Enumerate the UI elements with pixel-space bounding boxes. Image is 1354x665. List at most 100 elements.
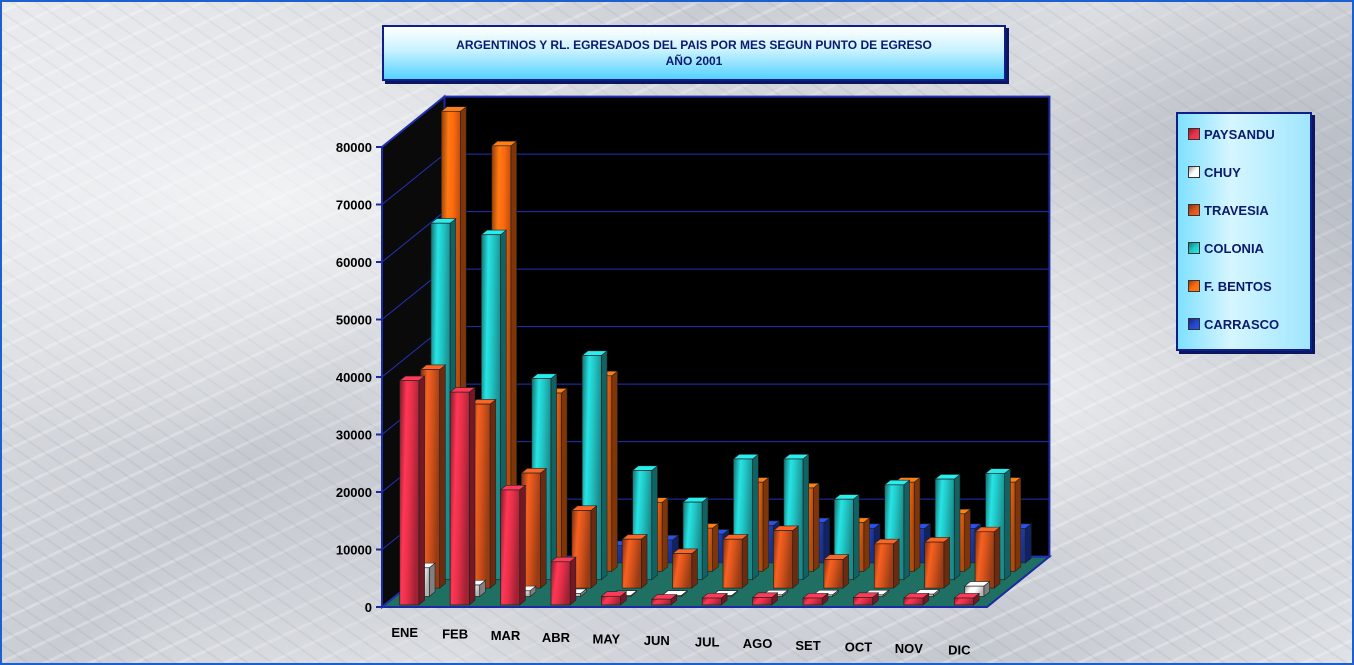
x-tick-label: MAY bbox=[593, 631, 621, 646]
bar-side-F. BENTOS bbox=[712, 522, 719, 572]
bar-TRAVESIA-OCT bbox=[873, 543, 894, 589]
bar-PAYSANDU-ENE bbox=[399, 380, 420, 606]
bar-PAYSANDU-FEB bbox=[449, 391, 470, 606]
bar-side-PAYSANDU bbox=[519, 484, 526, 606]
bar-side-TRAVESIA bbox=[691, 548, 698, 589]
bar-TRAVESIA-ABR bbox=[571, 510, 592, 589]
legend-swatch bbox=[1188, 204, 1200, 216]
bar-TRAVESIA-JUN bbox=[672, 553, 693, 589]
bar-TRAVESIA-AGO bbox=[773, 530, 793, 589]
bar-side-TRAVESIA bbox=[641, 533, 648, 589]
bar-side-COLONIA bbox=[903, 479, 910, 581]
bar-PAYSANDU-JUL bbox=[701, 597, 722, 606]
bar-side-COLONIA bbox=[853, 493, 860, 581]
bar-side-COLONIA bbox=[1004, 468, 1011, 581]
legend-swatch bbox=[1188, 166, 1200, 178]
bar-PAYSANDU-MAY bbox=[601, 595, 621, 606]
y-tick-label: 60000 bbox=[336, 255, 372, 270]
bar-TRAVESIA-NOV bbox=[924, 541, 945, 589]
bar-side-F. BENTOS bbox=[813, 482, 820, 572]
legend-item: CARRASCO bbox=[1188, 316, 1279, 332]
bar-side-PAYSANDU bbox=[569, 556, 577, 606]
bar-side-TRAVESIA bbox=[489, 398, 497, 589]
legend-swatch bbox=[1188, 242, 1200, 254]
bar-PAYSANDU-OCT bbox=[853, 597, 873, 606]
chart-legend: PAYSANDU CHUY TRAVESIA COLONIA F. BENTOS CARR… bbox=[1176, 112, 1312, 351]
x-tick-label: FEB bbox=[442, 627, 468, 642]
bar-side-PAYSANDU bbox=[468, 386, 476, 606]
bar-PAYSANDU-NOV bbox=[903, 597, 924, 606]
bar-side-F. BENTOS bbox=[661, 497, 669, 572]
bar-side-TRAVESIA bbox=[439, 364, 446, 589]
chart-title: ARGENTINOS Y RL. EGRESADOS DEL PAIS POR … bbox=[456, 38, 932, 52]
x-tick-label: MAR bbox=[491, 628, 521, 643]
y-tick-label: 50000 bbox=[336, 313, 372, 328]
bar-PAYSANDU-MAR bbox=[500, 489, 521, 606]
bar-side-COLONIA bbox=[802, 453, 810, 581]
x-tick-label: ABR bbox=[542, 630, 571, 645]
bar-side-F. BENTOS bbox=[762, 476, 770, 572]
bar-side-F. BENTOS bbox=[863, 517, 870, 572]
bar-side-F. BENTOS bbox=[1014, 476, 1022, 572]
y-tick-label: 40000 bbox=[336, 370, 372, 385]
legend-item: F. BENTOS bbox=[1188, 278, 1272, 294]
legend-swatch bbox=[1188, 280, 1200, 292]
legend-label: CARRASCO bbox=[1204, 316, 1280, 332]
x-tick-label: NOV bbox=[895, 641, 924, 656]
bar-side-F. BENTOS bbox=[964, 508, 971, 572]
bar-side-TRAVESIA bbox=[943, 536, 950, 589]
y-tick-label: 80000 bbox=[336, 140, 372, 155]
legend-label: F. BENTOS bbox=[1204, 278, 1272, 294]
bar-TRAVESIA-DIC bbox=[974, 531, 995, 589]
chart-title-box: ARGENTINOS Y RL. EGRESADOS DEL PAIS POR … bbox=[382, 25, 1006, 81]
legend-swatch bbox=[1188, 318, 1200, 330]
bar-side-COLONIA bbox=[752, 453, 759, 581]
bar-side-TRAVESIA bbox=[993, 526, 1001, 589]
legend-item: CHUY bbox=[1188, 164, 1241, 180]
bar-side-TRAVESIA bbox=[590, 505, 597, 589]
gridline bbox=[381, 96, 1050, 148]
bar-side-CARRASCO bbox=[1025, 523, 1032, 564]
bar-side-F. BENTOS bbox=[913, 476, 921, 572]
legend-item: COLONIA bbox=[1188, 240, 1264, 256]
y-tick-label: 20000 bbox=[336, 485, 372, 500]
legend-swatch bbox=[1188, 128, 1200, 140]
bar-side-PAYSANDU bbox=[418, 375, 425, 606]
x-tick-label: DIC bbox=[948, 643, 971, 658]
bar-side-TRAVESIA bbox=[792, 525, 799, 589]
bar-PAYSANDU-AGO bbox=[752, 597, 773, 606]
x-tick-label: OCT bbox=[845, 639, 873, 654]
bar-TRAVESIA-SET bbox=[823, 558, 844, 589]
bar-side-TRAVESIA bbox=[842, 554, 850, 589]
bar-TRAVESIA-JUL bbox=[722, 538, 743, 589]
bar-PAYSANDU-SET bbox=[802, 597, 823, 606]
legend-label: COLONIA bbox=[1204, 240, 1264, 256]
legend-label: TRAVESIA bbox=[1204, 202, 1269, 218]
bar-side-F. BENTOS bbox=[561, 387, 568, 572]
bar-side-COLONIA bbox=[701, 496, 709, 581]
legend-label: CHUY bbox=[1204, 164, 1241, 180]
x-tick-label: ENE bbox=[391, 625, 418, 640]
y-tick-label: 30000 bbox=[336, 428, 372, 443]
bar-PAYSANDU-JUN bbox=[651, 598, 672, 606]
bar-side-COLONIA bbox=[953, 473, 961, 581]
x-tick-label: JUN bbox=[644, 633, 670, 648]
legend-item: PAYSANDU bbox=[1188, 126, 1275, 142]
bar-side-TRAVESIA bbox=[741, 533, 749, 589]
y-tick-label: 10000 bbox=[336, 543, 372, 558]
bar-side-COLONIA bbox=[550, 373, 557, 581]
y-tick-label: 70000 bbox=[336, 198, 372, 213]
x-tick-label: AGO bbox=[743, 636, 773, 651]
bar-side-TRAVESIA bbox=[540, 467, 547, 589]
y-tick-label: 0 bbox=[365, 600, 372, 615]
chart-subtitle: AÑO 2001 bbox=[665, 54, 723, 68]
bar-side-TRAVESIA bbox=[893, 538, 900, 589]
legend-label: PAYSANDU bbox=[1204, 126, 1275, 142]
legend-item: TRAVESIA bbox=[1188, 202, 1269, 218]
bar-PAYSANDU-ABR bbox=[550, 561, 571, 606]
bar-side-COLONIA bbox=[651, 465, 658, 581]
bar-PAYSANDU-DIC bbox=[953, 597, 974, 606]
x-tick-label: JUL bbox=[695, 635, 720, 650]
